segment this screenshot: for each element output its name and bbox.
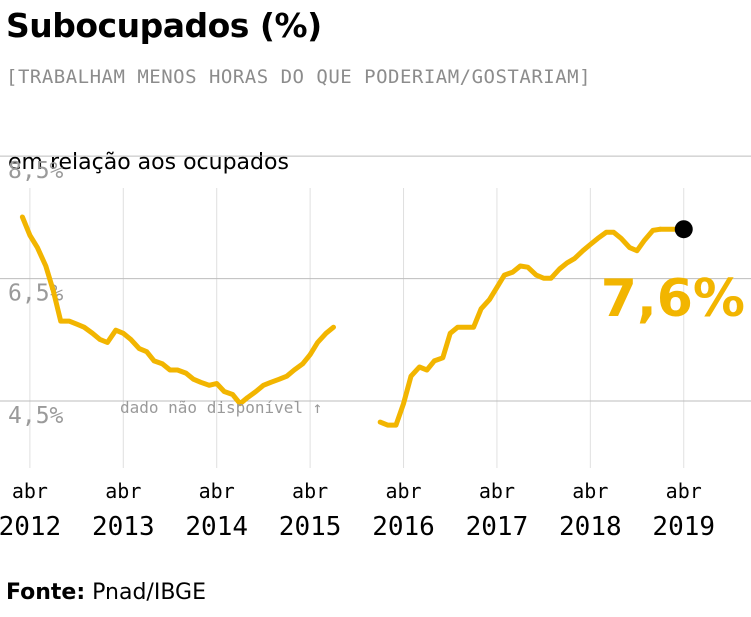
x-tick-month: abr: [572, 479, 608, 503]
missing-data-annotation: dado não disponível ↑: [120, 398, 322, 417]
x-tick-year: 2016: [372, 512, 435, 542]
x-tick-year: 2018: [559, 512, 622, 542]
source-note: Fonte: Pnad/IBGE: [6, 580, 206, 605]
series-line: [377, 226, 663, 428]
chart-subtitle: [TRABALHAM MENOS HORAS DO QUE PODERIAM/G…: [6, 66, 592, 88]
source-value: Pnad/IBGE: [85, 580, 206, 605]
chart-title: Subocupados (%): [6, 6, 322, 45]
x-tick-year: 2019: [652, 512, 715, 542]
last-value-label: 7,6%: [601, 269, 745, 329]
x-tick-month: abr: [666, 479, 702, 503]
end-marker: [674, 220, 693, 239]
chart-grid: [0, 155, 751, 468]
x-tick-year: 2017: [466, 512, 529, 542]
y-axis-label: em relação aos ocupados: [8, 150, 289, 175]
x-tick-year: 2013: [92, 512, 155, 542]
source-label: Fonte:: [6, 580, 86, 605]
y-tick-label: 8,5%: [8, 158, 64, 184]
x-tick-month: abr: [292, 479, 328, 503]
series-line: [19, 214, 336, 407]
x-tick-month: abr: [385, 479, 421, 503]
x-tick-year: 2014: [185, 512, 248, 542]
x-tick-month: abr: [12, 479, 48, 503]
x-tick-year: 2015: [279, 512, 342, 542]
x-tick-month: abr: [479, 479, 515, 503]
annotations: 7,6% dado não disponível ↑: [120, 269, 745, 417]
y-tick-label: 4,5%: [8, 403, 64, 429]
x-tick-labels: abr 2012 abr 2013 abr 2014 abr 2015 abr 2016 abr 20…: [0, 479, 715, 542]
series-group: [19, 214, 693, 428]
x-tick-month: abr: [199, 479, 235, 503]
x-tick-year: 2012: [0, 512, 61, 542]
x-tick-month: abr: [105, 479, 141, 503]
